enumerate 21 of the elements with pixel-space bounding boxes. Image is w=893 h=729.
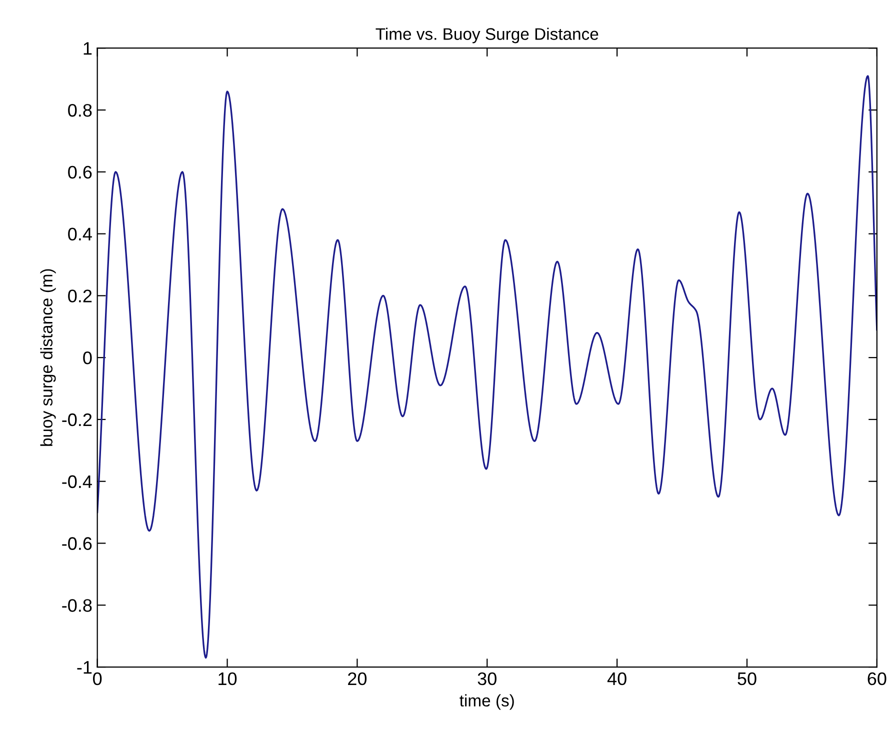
- x-tick-label: 20: [348, 672, 367, 686]
- y-tick-label: 0.6: [68, 166, 92, 179]
- chart-title: Time vs. Buoy Surge Distance: [376, 28, 598, 44]
- y-tick-label: -1: [77, 661, 92, 674]
- x-tick-label: 10: [218, 672, 237, 686]
- y-tick-label: -0.6: [62, 537, 92, 550]
- y-axis-title: buoy surge distance (m): [40, 269, 56, 446]
- y-tick-label: 0.4: [68, 228, 92, 241]
- y-tick-label: 0.8: [68, 104, 92, 117]
- y-tick-label: 0: [83, 352, 92, 364]
- y-tick-label: -0.8: [62, 599, 92, 612]
- x-tick-label: 50: [738, 672, 756, 686]
- y-tick-label: 0.2: [68, 290, 92, 302]
- y-tick-label: -0.2: [62, 413, 92, 426]
- x-tick-label: 40: [607, 672, 626, 686]
- x-tick-label: 60: [868, 672, 886, 686]
- y-tick-label: -0.4: [62, 475, 92, 488]
- y-tick-label: 1: [84, 42, 92, 55]
- x-tick-label: 0: [93, 672, 102, 686]
- x-tick-label: 30: [478, 672, 496, 686]
- x-axis-title: time (s): [460, 694, 514, 710]
